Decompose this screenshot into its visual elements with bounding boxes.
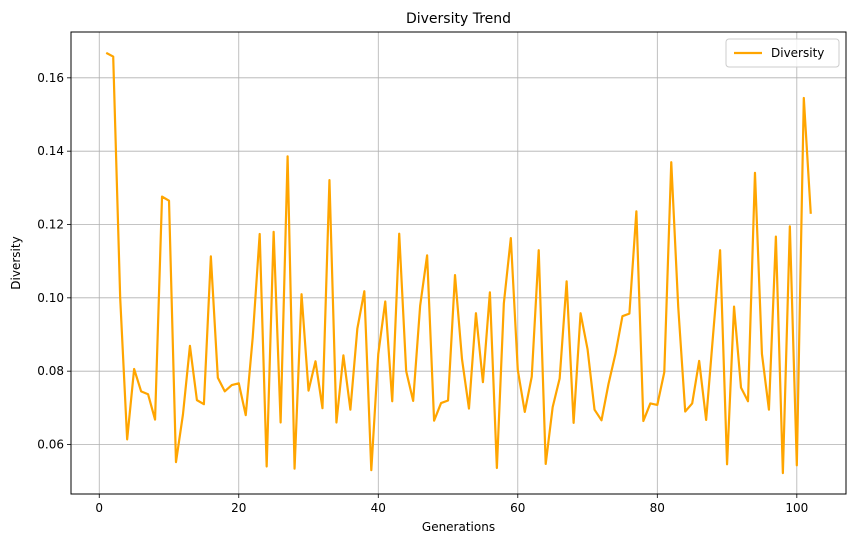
series-layer xyxy=(105,51,812,475)
legend: Diversity xyxy=(725,38,840,68)
legend-label: Diversity xyxy=(771,46,824,60)
x-tick-label: 40 xyxy=(371,501,386,515)
x-tick-label: 60 xyxy=(510,501,525,515)
y-tick-label: 0.06 xyxy=(37,438,64,452)
y-tick-label: 0.16 xyxy=(37,71,64,85)
chart-title: Diversity Trend xyxy=(406,11,511,27)
plot-frame xyxy=(70,31,847,495)
x-tick-label: 100 xyxy=(785,501,808,515)
y-axis-label: Diversity xyxy=(9,236,23,289)
x-tick-label: 80 xyxy=(650,501,665,515)
series-line-diversity xyxy=(105,51,812,475)
ticks: 0 20 40 60 80 100 0.06 0.08 0.10 0.12 0.14 0.16 xyxy=(37,71,808,515)
y-tick-label: 0.14 xyxy=(37,144,64,158)
y-tick-label: 0.12 xyxy=(37,218,64,232)
x-axis-label: Generations xyxy=(422,520,495,534)
grid xyxy=(71,32,846,494)
x-tick-label: 20 xyxy=(231,501,246,515)
y-tick-label: 0.08 xyxy=(37,364,64,378)
legend-box xyxy=(725,38,840,68)
y-tick-label: 0.10 xyxy=(37,291,64,305)
x-tick-label: 0 xyxy=(95,501,103,515)
